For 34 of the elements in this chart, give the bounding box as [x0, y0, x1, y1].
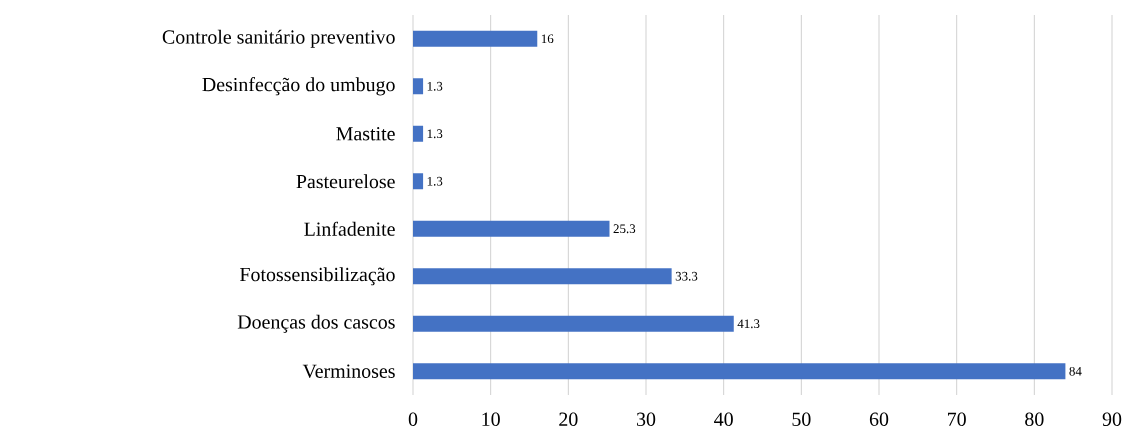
y-tick-label: Mastite — [336, 127, 395, 141]
data-label: 1.3 — [427, 129, 443, 139]
x-tick-label: 10 — [482, 412, 500, 426]
data-label: 1.3 — [427, 176, 443, 186]
y-tick-label: Linfadenite — [304, 221, 395, 236]
data-label: 16 — [541, 34, 554, 44]
bar — [413, 125, 424, 142]
data-label: 1.3 — [427, 81, 443, 91]
data-label: 25.3 — [613, 224, 636, 234]
y-tick-label: Controle sanitário preventivo — [162, 29, 395, 48]
x-tick-label: 30 — [636, 412, 656, 426]
y-tick-label: Pasteurelose — [296, 174, 395, 189]
bar — [413, 173, 424, 190]
y-tick-label: Desinfecção do umbugo — [202, 77, 395, 96]
bar — [413, 220, 610, 237]
y-tick-label: Fotossensibilização — [240, 267, 395, 286]
bar — [413, 30, 538, 47]
x-tick-label: 50 — [792, 412, 811, 426]
y-tick-label: Verminoses — [302, 364, 395, 378]
x-tick-label: 70 — [948, 412, 966, 426]
x-tick-label: 0 — [408, 412, 418, 426]
x-tick-label: 80 — [1025, 412, 1044, 426]
bar — [413, 363, 1066, 380]
bar — [413, 268, 672, 285]
data-label: 84 — [1069, 366, 1082, 376]
x-tick-label: 20 — [559, 412, 578, 426]
data-label: 41.3 — [737, 319, 760, 329]
y-tick-label: Doenças dos cascos — [237, 314, 395, 333]
bar — [413, 315, 734, 332]
x-tick-label: 90 — [1102, 412, 1122, 426]
data-label: 33.3 — [675, 271, 698, 281]
x-tick-label: 60 — [869, 412, 889, 426]
x-tick-label: 40 — [714, 412, 733, 426]
bar — [413, 78, 424, 95]
